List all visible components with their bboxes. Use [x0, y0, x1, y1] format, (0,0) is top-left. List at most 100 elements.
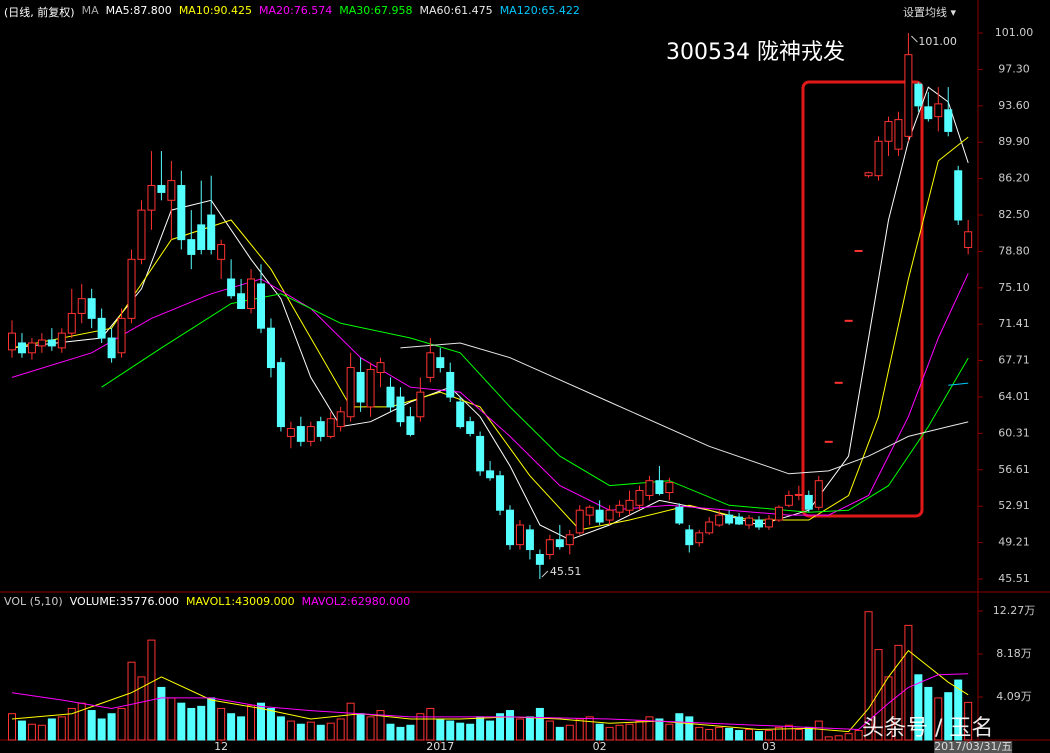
- legend-item: MA60:61.475: [419, 4, 493, 17]
- volume-bar: [247, 704, 256, 741]
- volume-bar: [77, 702, 86, 741]
- volume-bar: [645, 716, 654, 741]
- volume-bar: [157, 686, 166, 741]
- candle-body: [336, 411, 345, 428]
- candle-body: [625, 499, 634, 511]
- candle-body: [266, 327, 275, 369]
- min-arrow: [541, 570, 549, 578]
- candle-body: [137, 209, 146, 260]
- volume-bar: [486, 720, 495, 741]
- y-tick-label: 12.27万: [993, 604, 1036, 617]
- candle-body: [745, 517, 754, 526]
- candle-body: [605, 509, 614, 521]
- y-tick-label: 78.80: [998, 244, 1030, 257]
- volume-bar: [824, 736, 833, 741]
- legend-item: MA5:87.800: [105, 4, 172, 17]
- candle-body: [954, 170, 963, 221]
- candle-body: [97, 317, 106, 339]
- x-tick-label: 03: [762, 740, 776, 753]
- legend-item: MAVOL1:43009.000: [185, 595, 295, 608]
- candle-body: [207, 214, 216, 250]
- y-tick-label: 89.90: [998, 135, 1030, 148]
- candle-body: [515, 524, 524, 546]
- legend-item: MA30:67.958: [339, 4, 413, 17]
- volume-bar: [37, 724, 46, 741]
- candle-body: [506, 509, 514, 546]
- volume-bar: [207, 697, 216, 741]
- watermark: 头条号 / 玉名: [862, 716, 994, 741]
- volume-bar: [47, 718, 56, 741]
- x-tick-label: 2017/03/31/五: [934, 740, 1012, 753]
- volume-bar: [8, 713, 16, 741]
- candle-body: [57, 332, 66, 349]
- y-tick-label: 8.18万: [996, 647, 1032, 660]
- x-tick-label: 2017: [426, 740, 454, 753]
- volume-bar: [874, 649, 883, 741]
- volume-bar: [575, 718, 584, 741]
- volume-bar: [167, 697, 176, 741]
- y-tick-label: 4.09万: [996, 690, 1032, 703]
- candle-body: [416, 391, 425, 418]
- candle-body: [755, 519, 763, 528]
- volume-bar: [107, 713, 116, 741]
- volume-bar: [466, 723, 475, 741]
- candle-body: [535, 553, 544, 565]
- volume-bar: [426, 707, 435, 741]
- y-tick-label: 60.31: [998, 426, 1030, 439]
- max-label: 101.00: [918, 35, 957, 48]
- volume-bar: [506, 710, 514, 741]
- candle-body: [476, 435, 485, 472]
- y-tick-label: 101.00: [995, 26, 1034, 39]
- highlight-box: [801, 80, 924, 518]
- candle-body: [774, 506, 783, 521]
- volume-bar: [904, 624, 913, 741]
- candle-body: [824, 440, 833, 443]
- candle-body: [615, 504, 624, 513]
- volume-bar: [545, 720, 554, 741]
- volume-bar: [386, 723, 395, 741]
- candle-body: [904, 54, 913, 137]
- volume-bar: [705, 728, 714, 741]
- legend-title: VOL (5,10): [4, 595, 63, 608]
- volume-bar: [326, 722, 335, 741]
- volume-bar: [695, 726, 704, 741]
- legend-item: MA20:76.574: [259, 4, 333, 17]
- volume-bar: [555, 726, 564, 741]
- volume-bar: [625, 723, 634, 741]
- candle-body: [77, 298, 86, 314]
- volume-bar: [864, 611, 873, 741]
- y-tick-label: 82.50: [998, 208, 1030, 221]
- candle-body: [406, 416, 415, 435]
- candle-body: [157, 185, 166, 193]
- volume-bar: [565, 724, 574, 741]
- candle-body: [695, 532, 704, 544]
- volume-bar: [87, 710, 96, 741]
- candle-body: [585, 506, 594, 516]
- volume-bar: [685, 716, 694, 741]
- candle-body: [764, 518, 773, 528]
- candle-body: [486, 470, 495, 479]
- volume-bar: [117, 707, 126, 741]
- min-label: 45.51: [550, 565, 582, 578]
- candle-body: [436, 357, 445, 369]
- volume-bar: [296, 723, 305, 741]
- volume-bar: [525, 716, 534, 741]
- mavol-line: [11, 673, 969, 731]
- button-label[interactable]: 设置均线: [903, 6, 947, 19]
- candle-body: [366, 369, 375, 408]
- volume-bar: [227, 713, 236, 741]
- candle-body: [456, 401, 465, 428]
- volume-bar: [137, 676, 146, 741]
- candle-body: [87, 298, 96, 319]
- candle-body: [67, 312, 76, 334]
- volume-bar: [615, 724, 624, 741]
- candle-body: [306, 426, 315, 442]
- volume-bar: [745, 728, 754, 741]
- candle-body: [565, 534, 574, 546]
- candle-body: [735, 516, 744, 525]
- volume-bar: [406, 724, 415, 741]
- ma-settings-button[interactable]: 设置均线 ▾: [903, 6, 957, 19]
- y-tick-label: 71.41: [998, 317, 1030, 330]
- volume-bar: [177, 702, 186, 741]
- legend-title: MA: [81, 4, 99, 17]
